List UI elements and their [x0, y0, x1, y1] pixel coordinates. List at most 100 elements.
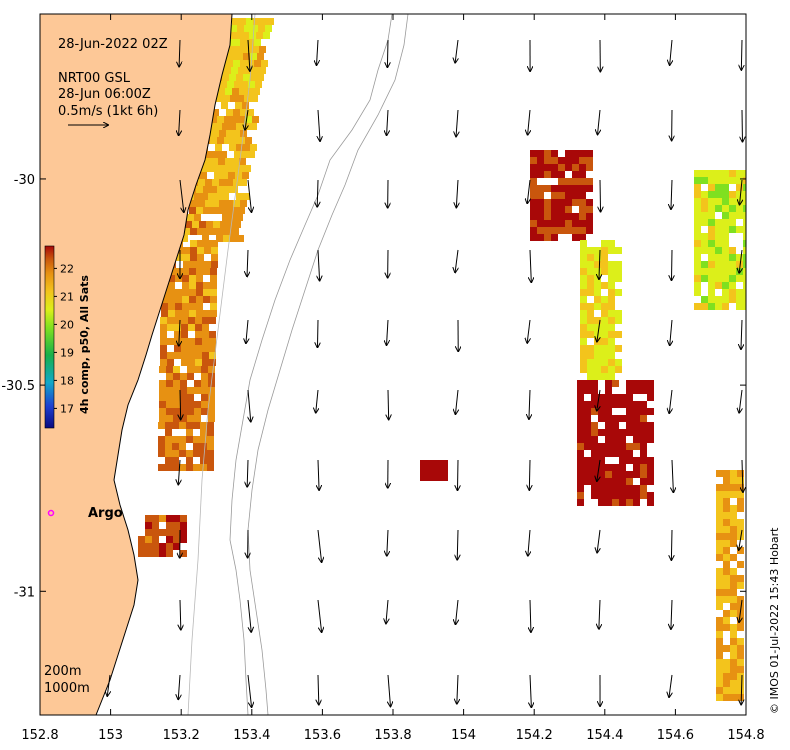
sst-pixel [737, 526, 744, 533]
sst-pixel [736, 303, 743, 310]
sst-pixel [730, 596, 737, 603]
sst-pixel [220, 221, 227, 228]
sst-pixel [166, 394, 173, 401]
sst-pixel [729, 289, 736, 296]
sst-pixel [591, 492, 598, 499]
sst-pixel [251, 25, 258, 32]
sst-pixel [743, 240, 746, 247]
x-tick-label: 153.2 [163, 728, 200, 743]
sst-pixel [612, 464, 619, 471]
sst-pixel [161, 310, 168, 317]
sst-pixel [210, 186, 217, 193]
sst-pixel [195, 352, 202, 359]
sst-pixel [715, 226, 722, 233]
sst-pixel [647, 492, 654, 499]
sst-pixel [211, 254, 218, 261]
sst-pixel [579, 171, 586, 178]
sst-pixel [586, 150, 593, 157]
sst-pixel [166, 387, 173, 394]
sst-pixel [174, 338, 181, 345]
sst-pixel [166, 550, 173, 557]
sst-pixel [172, 464, 179, 471]
sst-pixel [223, 95, 230, 102]
sst-pixel [233, 179, 240, 186]
sst-pixel [601, 310, 608, 317]
sst-pixel [716, 652, 723, 659]
current-arrow [597, 319, 600, 341]
sst-pixel [544, 220, 551, 227]
sst-pixel [235, 32, 242, 39]
sst-pixel [530, 157, 537, 164]
sst-pixel [723, 645, 730, 652]
sst-pixel [633, 401, 640, 408]
sst-pixel [601, 338, 608, 345]
sst-pixel [577, 464, 584, 471]
sst-pixel [249, 32, 256, 39]
sst-pixel [159, 394, 166, 401]
sst-pixel [195, 345, 202, 352]
sst-pixel [737, 575, 744, 582]
sst-pixel [180, 380, 187, 387]
sst-pixel [210, 268, 217, 275]
sst-pixel [558, 185, 565, 192]
sst-pixel [730, 666, 737, 673]
sst-pixel [577, 429, 584, 436]
sst-pixel [737, 519, 744, 526]
sst-pixel [715, 275, 722, 282]
sst-pixel [594, 247, 601, 254]
current-arrow [247, 249, 248, 276]
sst-pixel [250, 53, 257, 60]
sst-pixel [229, 53, 236, 60]
sst-pixel [586, 178, 593, 185]
sst-pixel [605, 394, 612, 401]
sst-pixel [601, 282, 608, 289]
sst-pixel [716, 470, 723, 477]
sst-pixel [227, 221, 234, 228]
sst-pixel [565, 199, 572, 206]
current-vectors [107, 39, 743, 707]
sst-pixel [737, 582, 744, 589]
sst-pixel [694, 233, 701, 240]
sst-pixel [743, 191, 746, 198]
current-arrow [247, 599, 251, 632]
sst-pixel [235, 172, 242, 179]
sst-pixel [723, 673, 730, 680]
sst-pixel [601, 352, 608, 359]
sst-pixel [715, 191, 722, 198]
sst-pixel [175, 303, 182, 310]
sst-pixel [612, 422, 619, 429]
sst-pixel [175, 310, 182, 317]
sst-pixel [224, 186, 231, 193]
sst-pixel [577, 485, 584, 492]
x-tick-label: 153.6 [304, 728, 341, 743]
sst-pixel [594, 268, 601, 275]
sst-pixel [701, 247, 708, 254]
sst-pixel [633, 408, 640, 415]
contour-label-1000m: 1000m [44, 681, 90, 696]
sst-pixel [219, 179, 226, 186]
sst-pixel [722, 275, 729, 282]
sst-pixel [723, 491, 730, 498]
vector-scale-label: 0.5m/s (1kt 6h) [58, 104, 158, 119]
sst-pixel [730, 505, 737, 512]
sst-pixel [580, 261, 587, 268]
sst-pixel [166, 408, 173, 415]
sst-pixel [730, 519, 737, 526]
sst-pixel [197, 247, 204, 254]
current-arrow [247, 459, 248, 487]
sst-pixel [196, 186, 203, 193]
sst-pixel [168, 303, 175, 310]
sst-pixel [237, 25, 244, 32]
current-arrow [455, 249, 458, 272]
sst-pixel [261, 60, 268, 67]
sst-pixel [640, 450, 647, 457]
sst-pixel [594, 317, 601, 324]
sst-pixel [722, 240, 729, 247]
sst-pixel [591, 422, 598, 429]
sst-pixel [211, 261, 218, 268]
sst-pixel [737, 687, 744, 694]
sst-pixel [166, 522, 173, 529]
sst-pixel [180, 550, 187, 557]
sst-pixel [722, 289, 729, 296]
current-arrow [248, 39, 250, 71]
